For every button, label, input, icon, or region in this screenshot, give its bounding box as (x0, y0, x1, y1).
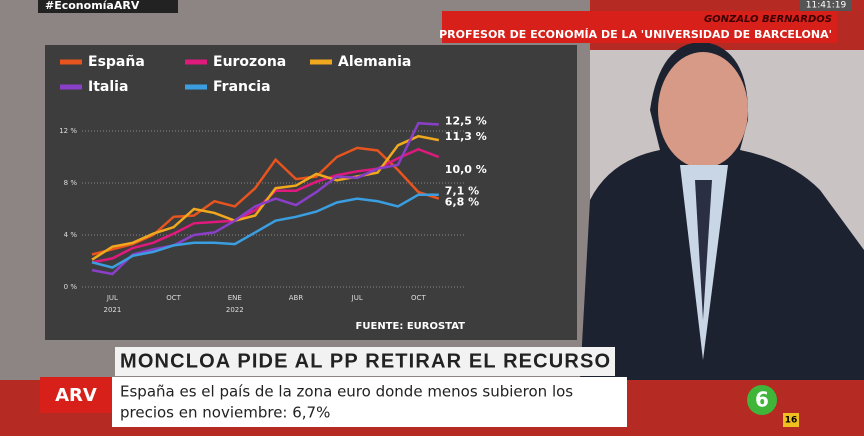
chart-panel (45, 45, 577, 340)
presenter-face (658, 52, 748, 168)
legend-label: España (88, 54, 145, 70)
x-tick-label: OCT (166, 294, 181, 302)
channel-logo: 6 (755, 388, 769, 412)
subtitle-line: España es el país de la zona euro donde … (120, 383, 573, 401)
end-label: 12,5 % (445, 115, 487, 128)
legend-label: Italia (88, 79, 128, 95)
series-line (91, 121, 439, 276)
rating: 16 (785, 416, 798, 426)
guest-name: GONZALO BERNARDOS (704, 14, 832, 25)
clock-bg (800, 0, 852, 11)
end-label: 7,1 % (445, 185, 479, 198)
y-tick-label: 8 % (64, 179, 78, 187)
x-tick-label: JUL (351, 294, 363, 302)
x-tick-label: ABR (289, 294, 304, 302)
chart: 0 % 4 % 8 % 12 % JUL 2021 OCT ENE 2022 ABR JUL OCT E… (59, 54, 487, 332)
legend-label: Alemania (338, 54, 411, 70)
y-tick-label: 12 % (59, 127, 77, 135)
headline: MONCLOA PIDE AL PP RETIRAR EL RECURSO (120, 350, 610, 372)
end-label: 6,8 % (445, 196, 479, 209)
channel-logo-bg (747, 385, 777, 415)
x-tick-label: JUL (106, 294, 118, 302)
x-year-label: 2022 (226, 306, 244, 314)
subtitle-bg (112, 377, 627, 427)
logo-bg (40, 377, 112, 413)
rating-bg (783, 413, 799, 427)
guest-banner (442, 11, 837, 43)
headline-bg (115, 347, 615, 376)
end-label: 10,0 % (445, 163, 487, 176)
x-tick-label: ENE (228, 294, 242, 302)
tie (695, 180, 712, 320)
x-year-label: 2021 (103, 306, 121, 314)
x-tick-label: OCT (411, 294, 426, 302)
clock: 11:41:19 (806, 1, 847, 11)
y-tick-label: 4 % (64, 231, 78, 239)
legend-label: Eurozona (213, 54, 286, 70)
guest-role: PROFESOR DE ECONOMÍA DE LA 'UNIVERSIDAD … (439, 28, 832, 41)
end-label: 11,3 % (445, 130, 487, 143)
legend-label: Francia (213, 79, 271, 95)
hashtag-bg (38, 0, 178, 13)
hashtag: #EconomíaARV (45, 0, 140, 12)
logo: ARV (55, 385, 97, 406)
subtitle-line: precios en noviembre: 6,7% (120, 404, 330, 422)
series-line (91, 193, 439, 269)
y-tick-label: 0 % (64, 283, 78, 291)
source: FUENTE: EUROSTAT (356, 321, 466, 332)
